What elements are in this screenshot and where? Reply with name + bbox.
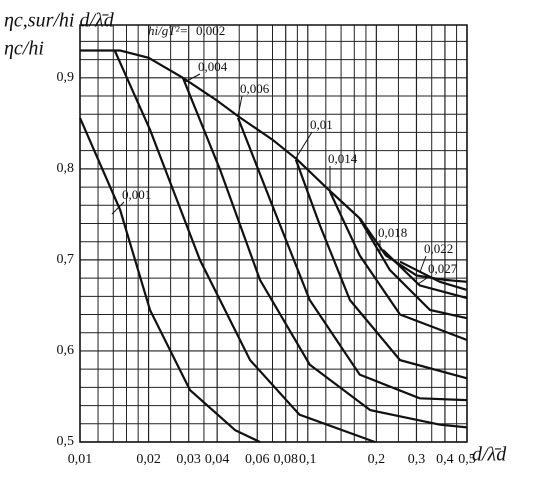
leader-line: [111, 201, 125, 215]
leader-line: [237, 95, 243, 117]
y-label: ηc/hi: [4, 38, 44, 60]
series-label: 0,027: [428, 261, 458, 276]
leader-line: [417, 275, 431, 285]
x-tick-label: 0,3: [408, 452, 426, 467]
plot-frame: [79, 24, 468, 443]
series-label: 0,006: [240, 81, 270, 96]
series-line: [113, 50, 376, 444]
leader-line: [295, 131, 313, 159]
y-tick-label: 0,9: [57, 70, 75, 85]
x-tick-label: 0,4: [436, 452, 454, 467]
y-tick-label: 0,7: [57, 252, 75, 267]
x-tick-label: 0,2: [368, 452, 386, 467]
envelope-line: [80, 49, 468, 283]
series-line: [328, 191, 468, 342]
series-label: 0,004: [198, 59, 228, 74]
y-tick-label: 0,6: [57, 343, 75, 358]
series-line: [78, 117, 261, 443]
x-tick-label: 0,01: [68, 452, 93, 467]
x-tick-label: 0,08: [273, 452, 298, 467]
series-label: 0,014: [328, 151, 358, 166]
series-label: 0,001: [122, 187, 151, 202]
x-label: d/λ̄d: [472, 444, 507, 466]
y-label-top: ηc,sur/hi d/λ̄d: [4, 10, 115, 32]
series-line: [399, 260, 468, 291]
x-tick-label: 0,04: [205, 452, 230, 467]
series-line: [181, 77, 468, 429]
x-tick-label: 0,1: [299, 452, 317, 467]
x-tick-label: 0,02: [136, 452, 161, 467]
x-tick-label: 0,06: [245, 452, 270, 467]
series-line: [294, 159, 468, 380]
series-label: 0,01: [310, 117, 333, 132]
y-tick-label: 0,5: [57, 434, 75, 449]
y-tick-label: 0,8: [57, 161, 75, 176]
param-label: hi/gT²=: [148, 23, 188, 38]
x-tick-label: 0,5: [458, 452, 476, 467]
leader-line: [419, 255, 427, 273]
series-line: [382, 249, 468, 300]
series-label: 0,002: [196, 23, 225, 38]
series-label: 0,018: [378, 225, 407, 240]
leader-line: [184, 73, 201, 83]
series-line: [358, 218, 468, 320]
series-line: [236, 117, 468, 402]
series-label: 0,022: [424, 241, 453, 256]
x-tick-label: 0,03: [176, 452, 201, 467]
